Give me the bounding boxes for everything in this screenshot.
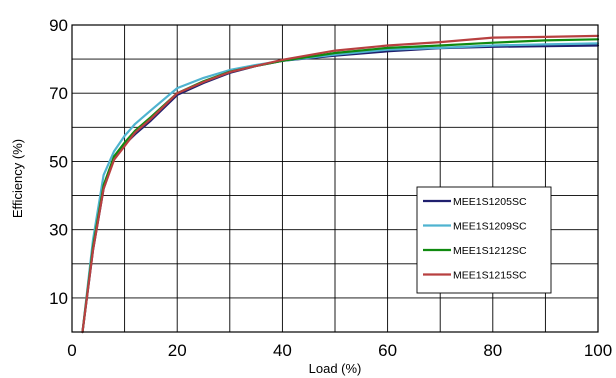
series-line-mee1s1215sc	[81, 34, 600, 334]
y-tick-label: 90	[49, 16, 68, 35]
series-lines	[81, 34, 600, 334]
x-tick-label: 0	[67, 341, 76, 360]
x-axis-title: Load (%)	[309, 361, 362, 376]
legend-label: MEE1S1215SC	[453, 270, 527, 282]
series-line-mee1s1209sc	[81, 42, 600, 334]
y-axis-title: Efficiency (%)	[10, 139, 25, 218]
y-tick-label: 70	[49, 84, 68, 103]
x-tick-label: 40	[273, 341, 292, 360]
x-tick-label: 80	[483, 341, 502, 360]
x-tick-label: 20	[168, 341, 187, 360]
legend: MEE1S1205SC MEE1S1209SC MEE1S1212SC MEE1S12…	[416, 186, 552, 294]
legend-label: MEE1S1209SC	[453, 221, 527, 233]
x-tick-label: 60	[378, 341, 397, 360]
plot-border	[71, 24, 599, 333]
tick-labels: 0 20 40 60 80 100 10 30 50 70 90	[49, 16, 612, 360]
x-tick-label: 100	[584, 341, 612, 360]
y-tick-label: 10	[49, 289, 68, 308]
y-tick-label: 30	[49, 221, 68, 240]
legend-label: MEE1S1212SC	[453, 245, 527, 257]
y-tick-label: 50	[49, 152, 68, 171]
legend-label: MEE1S1205SC	[453, 196, 527, 208]
